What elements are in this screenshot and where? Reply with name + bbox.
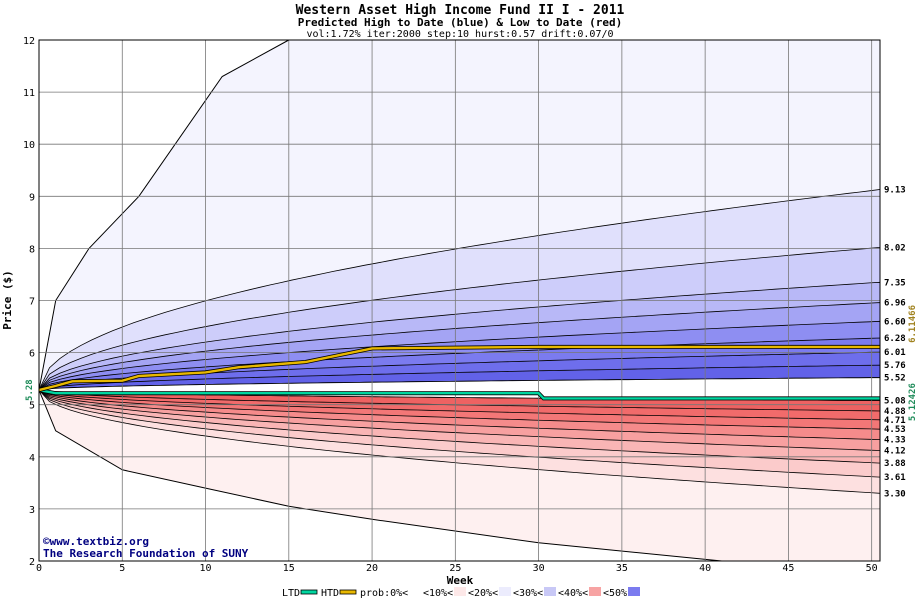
y-tick-9: 9 [29,192,35,203]
y-tick-7: 7 [29,297,35,308]
end-label-lower-4.71: 4.71 [884,416,906,426]
y-tick-12: 12 [23,36,35,47]
y-tick-8: 8 [29,244,35,255]
end-label-upper-5.52: 5.52 [884,374,906,384]
y-tick-3: 3 [29,505,35,516]
legend-label-1: HTD [321,588,339,599]
end-label-upper-6.28: 6.28 [884,334,906,344]
x-tick-45: 45 [782,563,794,574]
x-tick-5: 5 [119,563,125,574]
envelope-lower-line [38,389,722,562]
legend-label-0: LTD [282,588,300,599]
htd-final-value: 6.11466 [908,305,918,343]
end-label-upper-9.13: 9.13 [884,186,906,196]
x-tick-10: 10 [200,563,212,574]
legend-label-7: <50% [603,588,627,599]
y-tick-11: 11 [23,88,35,99]
legend-label-6: <40%< [558,588,588,599]
legend-swatch-2 [409,587,421,596]
end-label-upper-6.01: 6.01 [884,348,906,358]
envelope-upper-line [38,39,290,391]
y-tick-4: 4 [29,453,35,464]
x-tick-20: 20 [366,563,378,574]
legend: LTD HTD prob:0%< <10%< <20%< <30%< <40%< <50% [282,587,640,599]
end-label-upper-6.96: 6.96 [884,299,906,309]
legend-swatch-7 [628,587,640,596]
plot-area: 0 5 10 15 20 25 30 35 40 45 50234567891011125.289.… [23,36,918,574]
end-label-lower-3.61: 3.61 [884,473,906,483]
credit-line-1: ©www.textbiz.org [43,535,149,548]
chart-subtitle: Predicted High to Date (blue) & Low to D… [298,16,623,29]
legend-label-2: prob:0%< [360,588,408,599]
x-tick-40: 40 [699,563,711,574]
end-label-upper-6.60: 6.60 [884,317,906,327]
plot-frame [38,39,881,562]
end-label-lower-4.88: 4.88 [884,407,906,417]
end-label-lower-3.88: 3.88 [884,459,906,469]
start-price-label: 5.28 [25,379,35,401]
x-tick-50: 50 [866,563,878,574]
legend-label-3: <10%< [423,588,453,599]
x-tick-15: 15 [283,563,295,574]
legend-swatch-1 [339,589,357,595]
x-tick-0: 0 [36,563,42,574]
legend-swatch-4 [499,587,511,596]
end-label-lower-3.30: 3.30 [884,489,906,499]
y-tick-2: 2 [29,557,35,568]
y-tick-5: 5 [29,401,35,412]
x-tick-30: 30 [533,563,545,574]
legend-swatch-0 [300,589,318,595]
y-tick-6: 6 [29,349,35,360]
end-label-lower-4.53: 4.53 [884,425,906,435]
y-axis-label: Price ($) [1,270,14,330]
end-label-upper-5.76: 5.76 [884,361,906,371]
end-label-lower-4.12: 4.12 [884,447,906,457]
x-tick-25: 25 [449,563,461,574]
chart-params: vol:1.72% iter:2000 step:10 hurst:0.57 d… [306,29,613,40]
end-label-upper-8.02: 8.02 [884,243,906,253]
ltd-line [38,388,880,400]
legend-swatch-6 [589,587,601,596]
htd-line [38,345,880,392]
legend-swatch-5 [544,587,556,596]
ltd-final-value: 5.12426 [908,383,918,421]
end-label-lower-5.08: 5.08 [884,397,906,407]
x-tick-35: 35 [616,563,628,574]
end-label-lower-4.33: 4.33 [884,436,906,446]
legend-swatch-3 [454,587,466,596]
x-axis-label: Week [447,574,474,587]
end-label-upper-7.35: 7.35 [884,278,906,288]
chart-title: Western Asset High Income Fund II I - 20… [296,3,625,18]
legend-label-4: <20%< [468,588,498,599]
y-tick-10: 10 [23,140,35,151]
credit-line-2: The Research Foundation of SUNY [43,547,249,560]
legend-label-5: <30%< [513,588,543,599]
